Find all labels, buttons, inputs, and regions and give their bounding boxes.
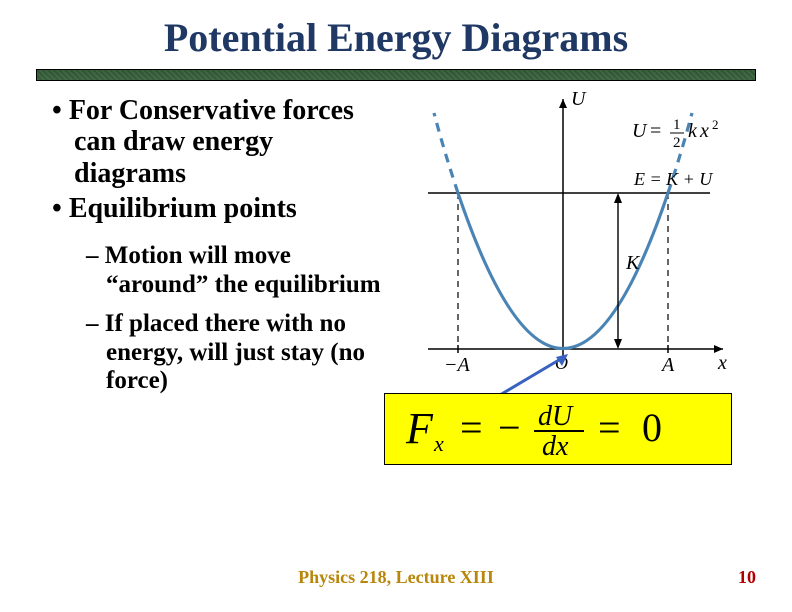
svg-text:x: x — [433, 431, 444, 456]
content-row: For Conservative forces can draw energy … — [0, 95, 792, 402]
force-formula: F x = − dU dx = 0 — [398, 399, 718, 459]
bullet-equilibrium: Equilibrium points — [44, 193, 392, 224]
svg-text:=: = — [650, 120, 661, 142]
svg-text:=: = — [460, 405, 483, 450]
footer-page-number: 10 — [738, 567, 756, 588]
origin-label: O — [555, 353, 568, 373]
svg-text:dU: dU — [538, 401, 574, 432]
diagram-column: U x O −A A K E = K + U — [392, 95, 756, 402]
svg-text:2: 2 — [712, 117, 719, 132]
svg-text:k: k — [688, 120, 698, 142]
force-formula-box: F x = − dU dx = 0 — [384, 393, 732, 465]
svg-text:=: = — [598, 405, 621, 450]
svg-text:x: x — [699, 120, 709, 142]
svg-text:1: 1 — [673, 117, 681, 133]
slide-title: Potential Energy Diagrams — [0, 0, 792, 69]
title-divider — [36, 69, 756, 81]
kinetic-label: K — [625, 252, 641, 274]
svg-text:dx: dx — [542, 431, 569, 459]
subbullet-noforce: If placed there with no energy, will jus… — [44, 310, 392, 396]
footer-course: Physics 218, Lecture XIII — [0, 567, 792, 588]
svg-text:F: F — [405, 404, 434, 453]
potential-equation: U = 1 2 k x 2 — [632, 117, 719, 151]
neg-a-label: −A — [444, 354, 470, 376]
svg-text:2: 2 — [673, 135, 681, 151]
svg-text:U: U — [632, 120, 648, 142]
bullet-conservative: For Conservative forces can draw energy … — [44, 95, 392, 189]
x-axis-label: x — [717, 352, 727, 374]
potential-energy-diagram: U x O −A A K E = K + U — [388, 89, 738, 389]
sub-bullet-list: Motion will move “around” the equilibriu… — [44, 242, 392, 396]
svg-text:−: − — [498, 405, 521, 450]
pos-a-label: A — [660, 354, 675, 376]
text-column: For Conservative forces can draw energy … — [44, 95, 392, 402]
svg-text:0: 0 — [642, 405, 662, 450]
subbullet-motion: Motion will move “around” the equilibriu… — [44, 242, 392, 300]
y-axis-label: U — [571, 89, 587, 110]
total-energy-label: E = K + U — [633, 169, 713, 189]
